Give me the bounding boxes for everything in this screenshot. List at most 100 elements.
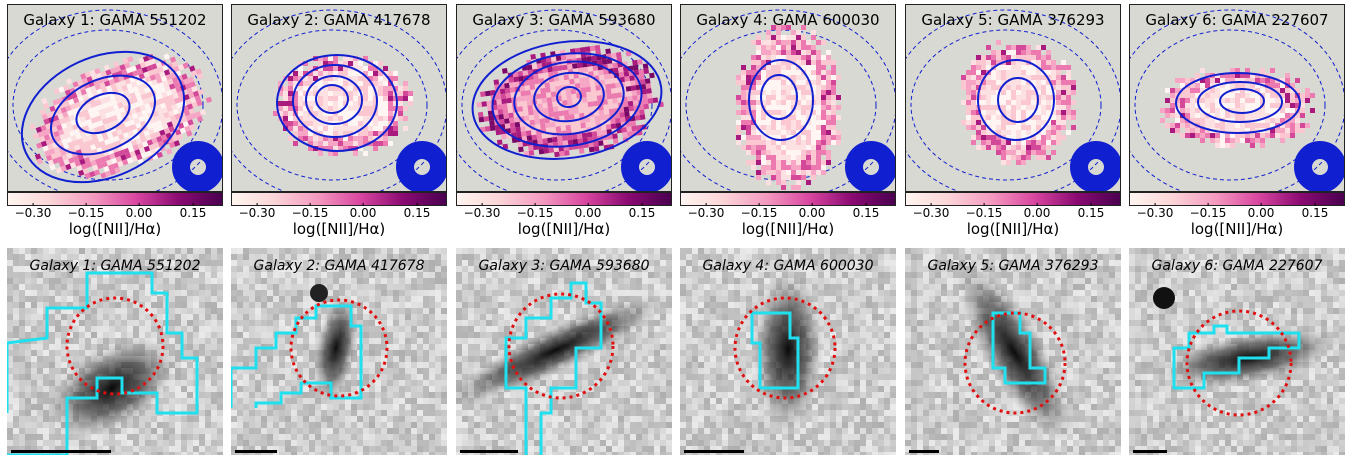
galaxy-light [456,295,666,405]
dashed-contour [236,29,428,181]
dashed-contour [12,29,204,181]
nii-ha-map [232,9,446,191]
ifu-region-outline [231,304,363,408]
colorbar-tick-label: −0.15 [291,203,329,220]
fibre-aperture [733,296,837,400]
solid-contour [533,71,605,123]
colorbar [231,192,447,206]
colorbar-label: log([NII]/Hα) [741,220,835,238]
scale-bar [460,450,518,453]
solid-contour [276,54,398,152]
optical-image [7,248,223,455]
solid-contour [748,59,814,141]
galaxy-light [314,293,358,403]
scale-bar [909,450,939,453]
ifu-region-outline [1172,324,1301,390]
solid-contour [1197,81,1283,123]
optical-image [456,248,672,455]
emission-pixels [29,53,213,180]
scale-bar [235,450,277,453]
emission-pixels [1160,68,1315,148]
solid-contour [513,60,625,136]
colorbar-tick-label: 0.15 [1077,203,1105,220]
colorbar-tick-label: 0.15 [852,203,880,220]
colorbar-tick-label: 0.00 [574,203,602,220]
solid-contour [977,59,1055,141]
scale-bar [1133,450,1167,453]
nii-ha-map [906,9,1120,191]
colorbar-label: log([NII]/Hα) [292,220,386,238]
beam-marker [1070,141,1120,191]
colorbar-tick-label: −0.15 [516,203,554,220]
image-title: Galaxy 5: GAMA 376293 [927,258,1099,274]
solid-contour [292,64,378,138]
colorbar [7,192,223,206]
colorbar-tick-label: −0.15 [67,203,105,220]
solid-contour [1219,88,1265,114]
dashed-contour [1134,29,1326,181]
colorbar-tick-label: −0.30 [912,203,950,220]
colorbar-tick-label: 0.00 [1023,203,1051,220]
optical-image-panel: Galaxy 3: GAMA 593680 [456,248,672,455]
colorbar-label: log([NII]/Hα) [517,220,611,238]
galaxy-column: Galaxy 6: GAMA 227607 −0.30 −0.15 0.00 0.15 l… [1129,0,1345,455]
optical-image [1129,248,1345,455]
galaxy-column: Galaxy 2: GAMA 417678 −0.30 −0.15 0.00 0.15 l… [231,0,447,455]
nii-ha-map-panel: Galaxy 2: GAMA 417678 [231,4,447,192]
solid-contour [491,52,643,148]
colorbar-tick-label: −0.30 [687,203,725,220]
image-title: Galaxy 1: GAMA 551202 [29,258,201,274]
nii-ha-map [8,9,222,191]
solid-contour [20,50,186,184]
solid-contour [471,40,663,160]
solid-contour [50,74,156,156]
beam-marker [1294,141,1344,191]
image-title: Galaxy 6: GAMA 227607 [1151,258,1323,274]
colorbar [680,192,896,206]
dashed-contour [910,29,1102,181]
optical-image [231,248,447,455]
nii-ha-map [1130,9,1344,191]
fibre-aperture [1185,309,1293,417]
colorbar-tick-label: 0.15 [179,203,207,220]
solid-contour [997,77,1039,123]
colorbar-ticks: −0.30 −0.15 0.00 0.15 [1129,203,1345,220]
map-title: Galaxy 1: GAMA 551202 [23,11,207,29]
colorbar-ticks: −0.30 −0.15 0.00 0.15 [905,203,1121,220]
colorbar-tick-label: 0.00 [349,203,377,220]
colorbar [905,192,1121,206]
colorbar-tick-label: −0.15 [1189,203,1227,220]
colorbar-tick-label: −0.30 [463,203,501,220]
ifu-region-outline [7,271,199,455]
colorbar-ticks: −0.30 −0.15 0.00 0.15 [456,203,672,220]
colorbar-tick-label: −0.30 [14,203,52,220]
image-title: Galaxy 2: GAMA 417678 [253,258,425,274]
colorbar-ticks: −0.30 −0.15 0.00 0.15 [680,203,896,220]
galaxy-light [958,265,1072,441]
colorbar-label: log([NII]/Hα) [68,220,162,238]
map-title: Galaxy 2: GAMA 417678 [247,11,431,29]
solid-contour [315,84,349,114]
colorbar-tick-label: 0.00 [798,203,826,220]
map-title: Galaxy 5: GAMA 376293 [921,11,1105,29]
nii-ha-map [681,9,895,191]
image-title: Galaxy 3: GAMA 593680 [478,258,650,274]
colorbar-tick-label: 0.15 [1301,203,1329,220]
optical-image-panel: Galaxy 1: GAMA 551202 [7,248,223,455]
fibre-aperture [963,311,1067,415]
fibre-aperture [507,292,615,400]
colorbar-tick-label: 0.00 [1247,203,1275,220]
colorbar-tick-label: 0.15 [403,203,431,220]
ifu-region-outline [750,311,800,390]
optical-image-panel: Galaxy 2: GAMA 417678 [231,248,447,455]
solid-contour [1175,72,1301,134]
galaxy-light [48,338,176,438]
image-title: Galaxy 4: GAMA 600030 [702,258,874,274]
ifu-region-outline [504,281,603,455]
emission-pixels [736,25,841,190]
nii-ha-map-panel: Galaxy 5: GAMA 376293 [905,4,1121,192]
nii-ha-map-panel: Galaxy 6: GAMA 227607 [1129,4,1345,192]
map-title: Galaxy 6: GAMA 227607 [1145,11,1329,29]
beam-marker [845,141,895,191]
colorbar-tick-label: −0.30 [1136,203,1174,220]
